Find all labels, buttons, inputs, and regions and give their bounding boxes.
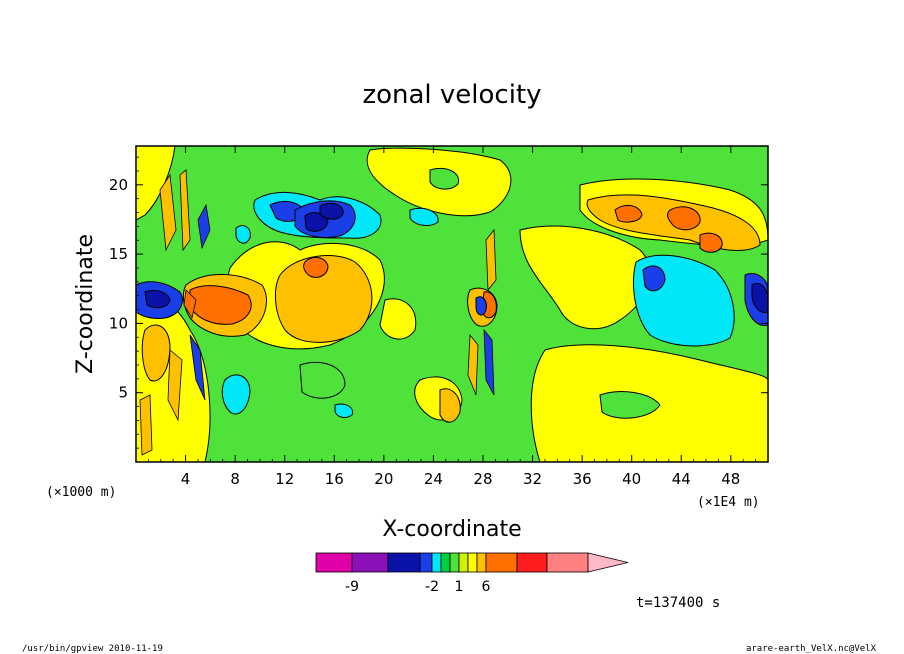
colorbar-tick-label: -2 bbox=[425, 579, 439, 595]
x-tick-label: 8 bbox=[230, 470, 240, 488]
cyan-region bbox=[334, 403, 354, 418]
dark-blue-region bbox=[319, 202, 344, 220]
x-tick-label: 36 bbox=[573, 470, 592, 488]
colorbar-labels: -9 -2 1 6 bbox=[345, 579, 491, 595]
colorbar-segment bbox=[458, 552, 469, 573]
footer-right: arare-earth_VelX.nc@VelX bbox=[746, 644, 877, 654]
colorbar-segment bbox=[449, 552, 460, 573]
colorbar-segment bbox=[440, 552, 451, 573]
colorbar-segment bbox=[431, 552, 442, 573]
y-axis-unit: (×1000 m) bbox=[46, 485, 116, 500]
dark-blue-region bbox=[304, 212, 329, 232]
y-tick-label: 20 bbox=[109, 176, 128, 194]
streak bbox=[179, 169, 191, 252]
cyan-region bbox=[221, 374, 251, 415]
y-tick-label: 5 bbox=[118, 384, 128, 402]
y-tick-label: 15 bbox=[109, 245, 128, 263]
orange-region bbox=[439, 388, 461, 423]
colorbar-segment bbox=[476, 552, 487, 573]
green-pocket bbox=[299, 361, 346, 399]
x-tick-label: 4 bbox=[181, 470, 191, 488]
dark-blue-region bbox=[642, 265, 666, 292]
turbulence-streaks bbox=[139, 169, 497, 456]
colorbar-segment bbox=[387, 552, 421, 573]
yellow-region bbox=[519, 225, 651, 330]
colorbar-extend-arrow bbox=[587, 552, 629, 573]
y-axis-title: Z-coordinate bbox=[73, 234, 98, 374]
field-negative-regions bbox=[136, 191, 768, 418]
streak bbox=[159, 173, 177, 252]
x-tick-label: 24 bbox=[424, 470, 443, 488]
dark-blue-region bbox=[144, 289, 171, 309]
orange-region bbox=[614, 204, 643, 223]
timestamp: t=137400 s bbox=[636, 595, 720, 611]
field-green-pockets bbox=[299, 167, 661, 419]
x-axis-unit: (×1E4 m) bbox=[697, 495, 760, 510]
colorbar-segment bbox=[419, 552, 433, 573]
streak bbox=[197, 203, 211, 250]
blue-region bbox=[475, 296, 487, 316]
colorbar-tick-label: 6 bbox=[482, 579, 491, 595]
cyan-region bbox=[235, 225, 251, 244]
x-tick-label: 40 bbox=[622, 470, 641, 488]
x-tick-label: 32 bbox=[523, 470, 542, 488]
x-tick-label: 44 bbox=[672, 470, 691, 488]
streak bbox=[189, 334, 206, 401]
colorbar-tick-label: 1 bbox=[455, 579, 464, 595]
colorbar-segment bbox=[516, 552, 548, 573]
streak bbox=[485, 228, 497, 292]
orange-region bbox=[303, 257, 329, 278]
y-axis: 5 10 15 20 bbox=[109, 156, 768, 449]
x-tick-label: 48 bbox=[721, 470, 740, 488]
dark-blue-region bbox=[751, 283, 768, 314]
colorbar-segment bbox=[315, 552, 353, 573]
colorbar-tick-label: -9 bbox=[345, 579, 359, 595]
cyan-region bbox=[409, 207, 439, 226]
x-tick-label: 28 bbox=[473, 470, 492, 488]
x-tick-label: 20 bbox=[374, 470, 393, 488]
orange-region bbox=[189, 285, 252, 325]
colorbar-segment bbox=[351, 552, 389, 573]
green-pocket bbox=[429, 167, 460, 190]
orange-region bbox=[699, 232, 723, 253]
orange-region bbox=[274, 255, 373, 343]
x-axis-title: X-coordinate bbox=[382, 517, 521, 542]
colorbar-segment bbox=[546, 552, 589, 573]
orange-region bbox=[141, 324, 171, 382]
streak bbox=[467, 333, 479, 396]
plot-area bbox=[136, 146, 768, 462]
y-tick-label: 10 bbox=[109, 314, 128, 332]
orange-region bbox=[667, 206, 701, 231]
chart-title: zonal velocity bbox=[362, 80, 541, 110]
colorbar-segment bbox=[467, 552, 478, 573]
colorbar-segment bbox=[485, 552, 518, 573]
footer-left: /usr/bin/gpview 2010-11-19 bbox=[22, 644, 163, 654]
plot-frame bbox=[135, 145, 769, 463]
x-axis: 4 8 12 16 20 24 28 32 36 40 44 48 bbox=[147, 146, 757, 488]
yellow-region bbox=[379, 298, 417, 340]
green-pocket bbox=[599, 391, 661, 419]
streak bbox=[483, 328, 495, 396]
streak bbox=[183, 289, 197, 320]
streak bbox=[139, 394, 153, 456]
colorbar bbox=[315, 552, 629, 573]
x-tick-label: 16 bbox=[325, 470, 344, 488]
x-tick-label: 12 bbox=[275, 470, 294, 488]
streak bbox=[167, 349, 183, 422]
